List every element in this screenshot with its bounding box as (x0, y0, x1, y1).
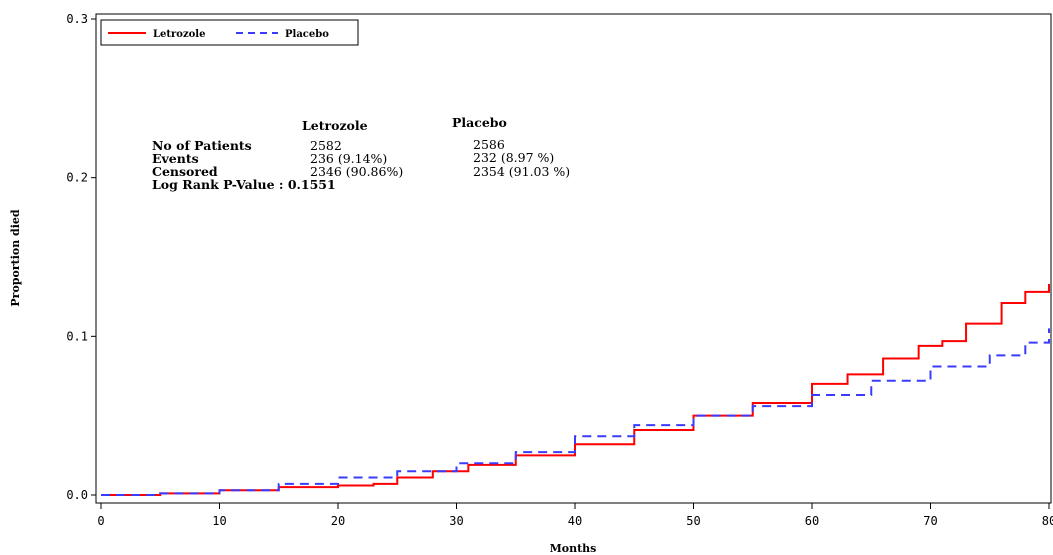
x-axis-title: Months (550, 542, 597, 555)
x-tick-label: 50 (686, 514, 700, 528)
y-tick-label: 0.3 (66, 12, 88, 26)
x-tick-label: 0 (97, 514, 104, 528)
stats-cell: 232 (8.97 %) (473, 150, 554, 165)
x-tick-label: 70 (923, 514, 937, 528)
x-tick-label: 30 (449, 514, 463, 528)
stats-col-header-placebo: Placebo (452, 115, 507, 130)
y-tick-label: 0.0 (66, 488, 88, 502)
x-tick-label: 20 (331, 514, 345, 528)
legend: Letrozole Placebo (101, 20, 358, 45)
y-tick-label: 0.2 (66, 171, 88, 185)
x-tick-label: 60 (805, 514, 819, 528)
x-tick-label: 80 (1042, 514, 1053, 528)
x-tick-label: 40 (568, 514, 582, 528)
stats-col-header-letrozole: Letrozole (302, 118, 368, 133)
stats-footer-pvalue: Log Rank P-Value : 0.1551 (152, 177, 336, 192)
legend-label-letrozole: Letrozole (153, 29, 205, 40)
x-tick-label: 10 (212, 514, 226, 528)
y-axis-title: Proportion died (9, 209, 22, 307)
y-tick-label: 0.1 (66, 329, 88, 343)
stats-cell: 2354 (91.03 %) (473, 164, 570, 179)
legend-label-placebo: Placebo (285, 29, 329, 40)
